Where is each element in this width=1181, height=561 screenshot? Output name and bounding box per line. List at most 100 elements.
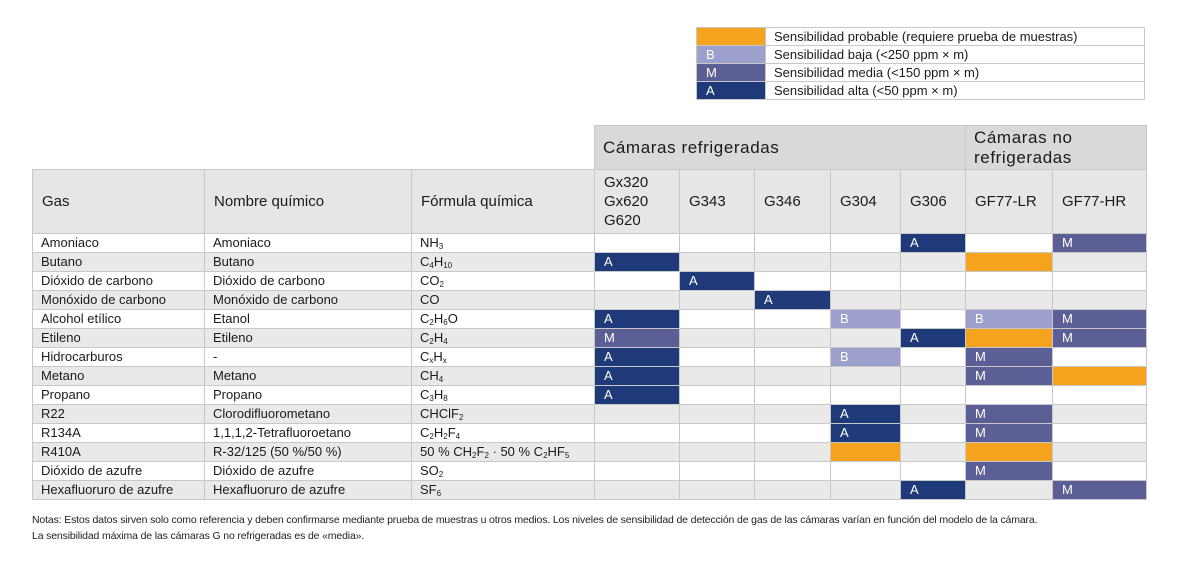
chemical-name-cell: Etileno xyxy=(204,328,412,348)
formula-subscript: 6 xyxy=(443,318,448,327)
formula-part: H xyxy=(433,425,444,440)
legend-item: A Sensibilidad alta (<50 ppm × m) xyxy=(696,81,1145,100)
sensitivity-cell xyxy=(679,347,755,367)
formula-cell: C2H4 xyxy=(411,328,595,348)
sensitivity-cell xyxy=(754,309,831,329)
sensitivity-cell xyxy=(754,423,831,443)
sensitivity-cell: B xyxy=(830,309,901,329)
camera-model-name: GF77-LR xyxy=(975,193,1037,210)
sensitivity-cell xyxy=(965,233,1053,253)
sensitivity-cell xyxy=(965,328,1053,348)
table-row: R22 Clorodifluorometano CHClF2 A M xyxy=(32,404,1147,424)
sensitivity-cell xyxy=(900,404,966,424)
sensitivity-cell xyxy=(679,404,755,424)
camera-model-name: GF77-HR xyxy=(1062,193,1127,210)
sensitivity-cell xyxy=(830,328,901,348)
formula-subscript: 4 xyxy=(455,432,461,441)
legend-swatch: B xyxy=(696,45,766,64)
sensitivity-cell: A xyxy=(594,385,680,405)
camera-column-header: GF77-LR xyxy=(965,169,1053,234)
table-row: Monóxido de carbono Monóxido de carbono CO… xyxy=(32,290,1147,310)
formula-subscript: 4 xyxy=(443,337,448,346)
table-row: Hidrocarburos - CxHx A B M xyxy=(32,347,1147,367)
sensitivity-cell: A xyxy=(900,480,966,500)
chemical-name-cell: 1,1,1,2-Tetrafluoroetano xyxy=(204,423,412,443)
sensitivity-cell: M xyxy=(1052,328,1147,348)
gas-column-header: Gas xyxy=(32,169,205,234)
camera-model-name: G620 xyxy=(604,212,641,229)
sensitivity-cell: A xyxy=(830,423,901,443)
sensitivity-cell: A xyxy=(754,290,831,310)
sensitivity-cell xyxy=(754,366,831,386)
camera-model-name: Gx620 xyxy=(604,193,649,210)
table-row: Propano Propano C3H8 A xyxy=(32,385,1147,405)
formula-cell: C4H10 xyxy=(411,252,595,272)
sensitivity-cell: A xyxy=(900,328,966,348)
legend-label: Sensibilidad probable (requiere prueba d… xyxy=(765,27,1145,46)
sensitivity-cell xyxy=(754,385,831,405)
sensitivity-cell xyxy=(965,252,1053,272)
sensitivity-cell xyxy=(1052,290,1147,310)
sensitivity-cell: B xyxy=(965,309,1053,329)
formula-part: CHClF xyxy=(420,406,459,421)
gas-cell: Amoniaco xyxy=(32,233,205,253)
formula-part: H xyxy=(433,311,444,326)
gas-cell: Butano xyxy=(32,252,205,272)
formula-subscript: 2 xyxy=(429,318,434,327)
formula-part: O xyxy=(447,311,458,326)
gas-cell: Propano xyxy=(32,385,205,405)
sensitivity-cell xyxy=(900,290,966,310)
note-line: Notas: Estos datos sirven solo como refe… xyxy=(32,514,1038,526)
refrigerated-cameras-header: Cámaras refrigeradas xyxy=(594,125,966,170)
formula-subscript: 2 xyxy=(543,451,548,460)
sensitivity-cell xyxy=(754,271,831,291)
gas-cell: R134A xyxy=(32,423,205,443)
sensitivity-cell xyxy=(679,461,755,481)
formula-cell: CxHx xyxy=(411,347,595,367)
sensitivity-cell xyxy=(830,385,901,405)
sensitivity-cell xyxy=(900,423,966,443)
gas-cell: R22 xyxy=(32,404,205,424)
formula-subscript: 2 xyxy=(484,451,489,460)
sensitivity-cell xyxy=(900,385,966,405)
table-row: Etileno Etileno C2H4 M A M xyxy=(32,328,1147,348)
sensitivity-legend: Sensibilidad probable (requiere prueba d… xyxy=(696,27,1145,100)
sensitivity-cell xyxy=(830,480,901,500)
camera-model-name: G343 xyxy=(689,193,726,210)
formula-part: H xyxy=(433,349,443,364)
camera-model-name: Gx320 xyxy=(604,174,649,191)
gas-sensitivity-table: Cámaras refrigeradas Cámaras no refrigera… xyxy=(32,125,1147,500)
sensitivity-cell: A xyxy=(679,271,755,291)
gas-cell: Metano xyxy=(32,366,205,386)
gas-cell: Hexafluoruro de azufre xyxy=(32,480,205,500)
camera-column-header: GF77-HR xyxy=(1052,169,1147,234)
table-row: Dióxido de carbono Dióxido de carbono CO2 A xyxy=(32,271,1147,291)
sensitivity-cell xyxy=(679,233,755,253)
table-row: Metano Metano CH4 A M xyxy=(32,366,1147,386)
formula-part: NH xyxy=(420,235,439,250)
formula-part: · 50 % C xyxy=(488,444,544,459)
formula-cell: C2H6O xyxy=(411,309,595,329)
gas-cell: Etileno xyxy=(32,328,205,348)
formula-subscript: 2 xyxy=(459,413,464,422)
sensitivity-cell xyxy=(679,252,755,272)
sensitivity-cell xyxy=(594,461,680,481)
legend-swatch: M xyxy=(696,63,766,82)
note-line: La sensibilidad máxima de las cámaras G … xyxy=(32,530,365,542)
formula-part: H xyxy=(433,330,444,345)
chemical-name-cell: Dióxido de azufre xyxy=(204,461,412,481)
sensitivity-cell xyxy=(754,347,831,367)
table-row: Butano Butano C4H10 A xyxy=(32,252,1147,272)
formula-part: SO xyxy=(420,463,439,478)
sensitivity-cell xyxy=(679,442,755,462)
chemical-name-cell: Monóxido de carbono xyxy=(204,290,412,310)
sensitivity-cell: A xyxy=(594,347,680,367)
sensitivity-cell xyxy=(965,385,1053,405)
sensitivity-cell: M xyxy=(594,328,680,348)
sensitivity-cell xyxy=(754,461,831,481)
non-refrigerated-line-2: refrigeradas xyxy=(974,148,1072,167)
sensitivity-cell xyxy=(1052,252,1147,272)
formula-part: C xyxy=(420,330,430,345)
formula-subscript: 2 xyxy=(438,470,444,479)
formula-cell: C2H2F4 xyxy=(411,423,595,443)
